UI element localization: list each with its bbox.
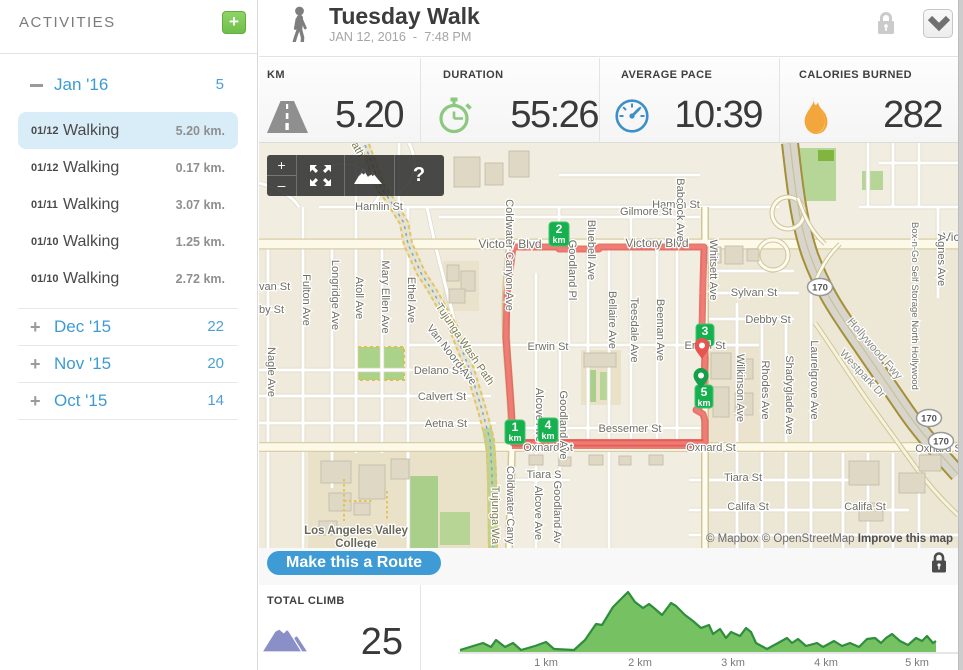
svg-text:Agnes Ave: Agnes Ave	[935, 234, 947, 286]
svg-text:3: 3	[702, 324, 709, 338]
svg-text:km: km	[508, 433, 521, 443]
svg-text:Los Angeles Valley: Los Angeles Valley	[304, 525, 408, 537]
svg-text:Aetna St: Aetna St	[425, 418, 467, 430]
svg-text:Erwin St: Erwin St	[528, 341, 569, 353]
svg-text:Debby St: Debby St	[745, 314, 790, 326]
svg-text:Bellaire Ave: Bellaire Ave	[606, 291, 618, 349]
svg-text:College: College	[335, 538, 377, 548]
svg-text:Tujunga Wa: Tujunga Wa	[489, 486, 501, 545]
svg-text:4 km: 4 km	[814, 657, 838, 669]
svg-text:Califa St: Califa St	[844, 501, 886, 513]
svg-text:Atoll Ave: Atoll Ave	[353, 277, 365, 320]
svg-text:Sylvan St: Sylvan St	[731, 287, 777, 299]
svg-text:Tiara St: Tiara St	[724, 472, 762, 484]
svg-text:Babcock Ave: Babcock Ave	[674, 178, 686, 241]
svg-text:170: 170	[812, 283, 828, 294]
svg-text:Teesdale Ave: Teesdale Ave	[628, 297, 640, 362]
svg-text:4: 4	[545, 418, 552, 432]
svg-text:km: km	[541, 431, 554, 441]
svg-text:Coldwater Cany: Coldwater Cany	[504, 466, 516, 545]
svg-text:1: 1	[512, 420, 519, 434]
svg-text:Whitsett Ave: Whitsett Ave	[707, 240, 719, 301]
svg-text:Beeman Ave: Beeman Ave	[654, 299, 666, 361]
svg-text:Victory Blvd: Victory Blvd	[478, 237, 541, 251]
svg-text:3 km: 3 km	[721, 657, 745, 669]
svg-text:Box-n-Go Self Storage North Ho: Box-n-Go Self Storage North Hollywood	[909, 222, 920, 390]
svg-text:Laurelgrove Ave: Laurelgrove Ave	[808, 340, 820, 419]
svg-text:Nagle Ave: Nagle Ave	[265, 347, 277, 397]
svg-text:Hamlin St: Hamlin St	[355, 201, 403, 213]
svg-text:Ethel Ave: Ethel Ave	[405, 277, 417, 323]
svg-text:Califa St: Califa St	[727, 501, 769, 513]
svg-text:Oxnard St: Oxnard St	[686, 442, 736, 454]
svg-text:Hamlin St: Hamlin St	[652, 199, 700, 211]
svg-text:Vict: Vict	[943, 230, 958, 244]
svg-text:km: km	[697, 398, 710, 408]
svg-text:km: km	[552, 235, 565, 245]
svg-text:Tiara S: Tiara S	[526, 469, 561, 481]
svg-text:Calvert St: Calvert St	[418, 391, 466, 403]
svg-text:Mary Ellen Ave: Mary Ellen Ave	[379, 260, 391, 333]
svg-text:Rhodes Ave: Rhodes Ave	[759, 360, 771, 419]
svg-text:Alcove Ave: Alcove Ave	[532, 486, 544, 540]
svg-text:170: 170	[933, 437, 949, 448]
svg-text:Longridge Ave: Longridge Ave	[329, 260, 341, 330]
svg-text:Wilkinson Ave: Wilkinson Ave	[734, 354, 746, 422]
svg-text:Shadyglade Ave: Shadyglade Ave	[783, 355, 795, 434]
svg-text:Goodland Ave: Goodland Ave	[557, 391, 569, 460]
svg-text:Delano St: Delano St	[414, 365, 462, 377]
svg-text:van St: van St	[259, 281, 290, 293]
svg-text:2 km: 2 km	[628, 657, 652, 669]
svg-text:Victory Blvd: Victory Blvd	[625, 236, 688, 250]
svg-text:170: 170	[921, 414, 937, 425]
svg-text:Coldwater Canyon Ave: Coldwater Canyon Ave	[503, 199, 515, 311]
svg-text:Goodland Pl: Goodland Pl	[566, 240, 578, 301]
svg-text:Goodland Av: Goodland Av	[551, 481, 563, 544]
svg-text:1 km: 1 km	[534, 657, 558, 669]
svg-text:5: 5	[701, 385, 708, 399]
svg-text:by St: by St	[259, 304, 284, 316]
svg-text:2: 2	[556, 222, 563, 236]
svg-text:Bluebell Ave: Bluebell Ave	[585, 220, 597, 280]
svg-text:Fulton Ave: Fulton Ave	[300, 274, 312, 326]
svg-text:5 km: 5 km	[905, 657, 929, 669]
svg-text:Bessemer St: Bessemer St	[599, 423, 662, 435]
svg-text:Oxnard St: Oxnard St	[523, 442, 573, 454]
svg-text:Gilmore St: Gilmore St	[620, 206, 672, 218]
